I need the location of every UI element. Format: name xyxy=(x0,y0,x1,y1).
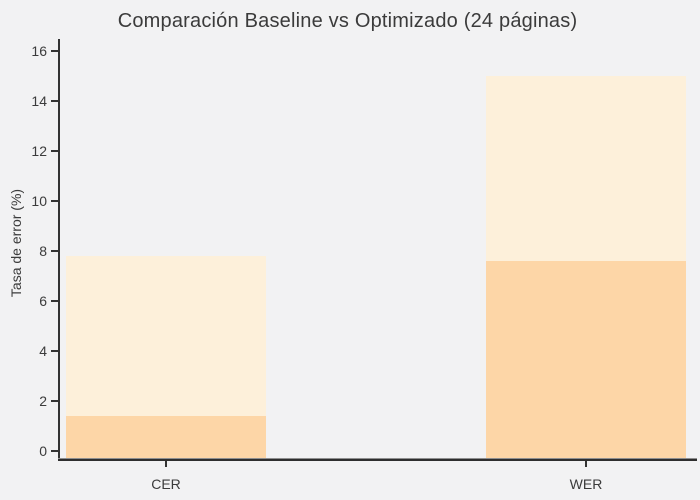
y-tick-mark-14 xyxy=(51,100,58,102)
y-tick-mark-8 xyxy=(51,250,58,252)
y-tick-label-0: 0 xyxy=(39,443,47,459)
y-tick-mark-4 xyxy=(51,350,58,352)
chart-title: Comparación Baseline vs Optimizado (24 p… xyxy=(117,10,578,32)
y-tick-mark-2 xyxy=(51,400,58,402)
bar-optimizado-cer xyxy=(66,416,266,458)
bar-optimizado-wer xyxy=(486,261,686,458)
y-tick-mark-10 xyxy=(51,200,58,202)
y-tick-label-10: 10 xyxy=(31,193,47,209)
x-tick-label-wer: WER xyxy=(569,476,603,492)
y-tick-mark-0 xyxy=(51,450,58,452)
y-tick-label-14: 14 xyxy=(31,93,47,109)
y-axis-spine xyxy=(58,39,60,461)
x-tick-mark-wer xyxy=(585,461,587,467)
y-tick-label-2: 2 xyxy=(39,393,47,409)
y-tick-label-12: 12 xyxy=(31,143,47,159)
y-tick-mark-12 xyxy=(51,150,58,152)
y-tick-mark-16 xyxy=(51,50,58,52)
y-tick-label-6: 6 xyxy=(39,293,47,309)
x-tick-label-cer: CER xyxy=(151,476,181,492)
y-tick-label-16: 16 xyxy=(31,43,47,59)
x-tick-mark-cer xyxy=(165,461,167,467)
y-tick-label-8: 8 xyxy=(39,243,47,259)
y-tick-mark-6 xyxy=(51,300,58,302)
x-axis-spine xyxy=(58,458,697,461)
y-tick-label-4: 4 xyxy=(39,343,47,359)
